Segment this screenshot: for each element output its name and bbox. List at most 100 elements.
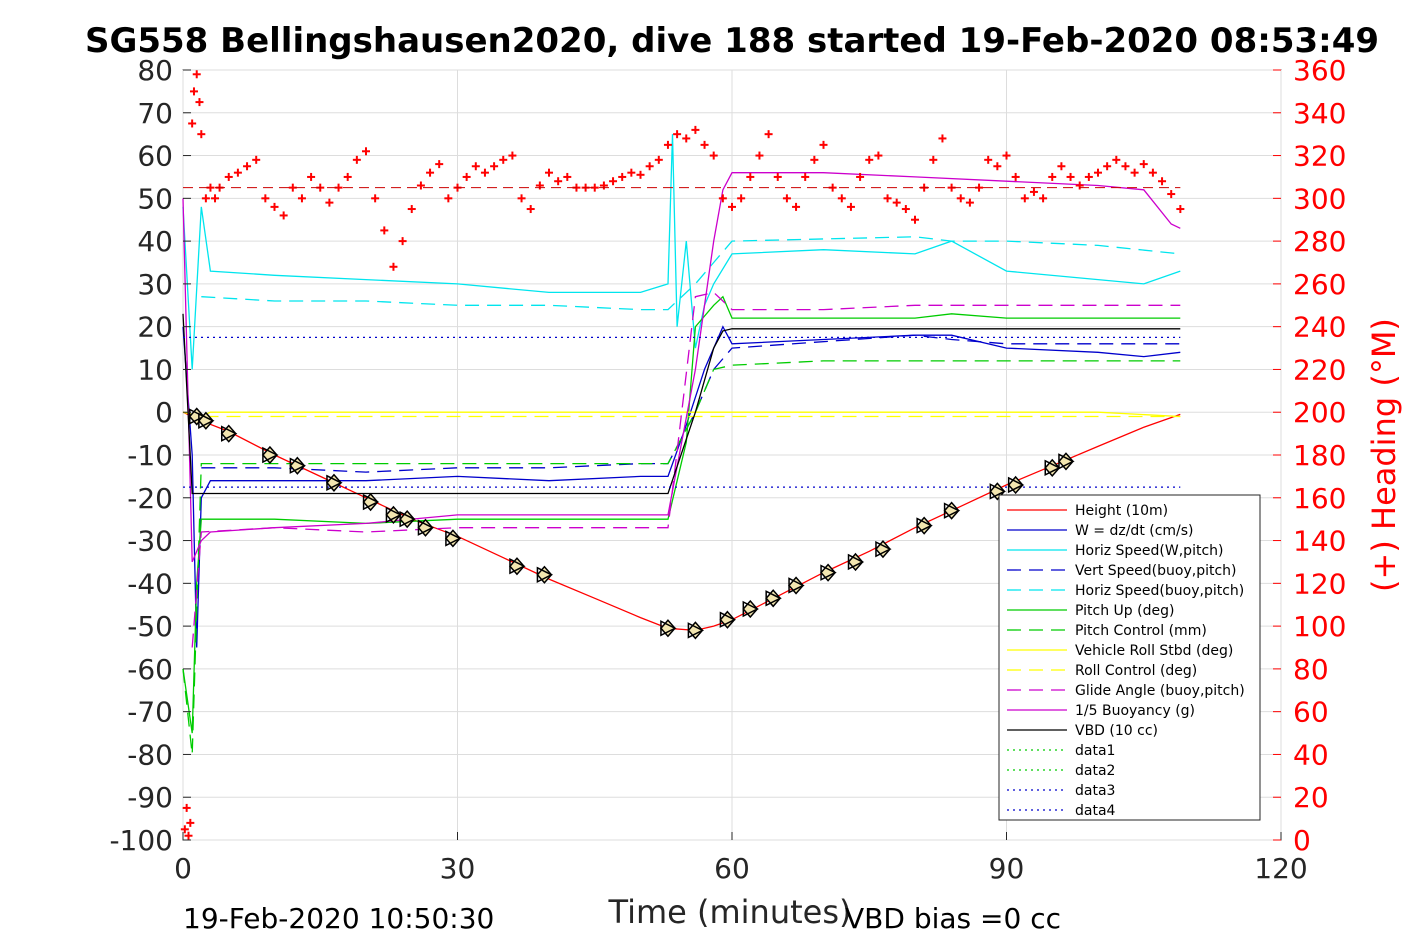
heading-marker	[810, 155, 819, 164]
heading-marker	[554, 177, 563, 186]
y2-tick-label: 40	[1293, 738, 1329, 771]
legend-box	[998, 494, 1261, 821]
heading-marker	[911, 215, 919, 224]
legend: Height (10m) W = dz/dt (cm/s) Horiz Speed(…	[998, 494, 1261, 821]
heading-marker	[618, 172, 627, 181]
y2-tick-label: 280	[1293, 225, 1346, 258]
heading-marker	[426, 168, 435, 177]
heading-marker	[801, 172, 810, 181]
heading-marker	[663, 140, 672, 149]
heading-marker	[1176, 205, 1185, 214]
legend-label: Horiz Speed(buoy,pitch)	[1075, 583, 1244, 599]
y2-tick-label: 0	[1293, 824, 1311, 857]
legend-entry: Roll Control (deg)	[1007, 663, 1197, 679]
legend-entry: W = dz/dt (cm/s)	[1007, 523, 1194, 539]
series-line	[182, 411, 1181, 418]
depth-marker	[508, 557, 526, 576]
depth-marker	[220, 424, 238, 443]
series-line	[191, 291, 1181, 648]
y-tick-label: -100	[109, 824, 173, 857]
legend-label: Vehicle Roll Stbd (deg)	[1075, 643, 1233, 659]
x-tick-label: 30	[440, 852, 476, 885]
heading-marker	[1094, 168, 1102, 177]
heading-marker	[865, 155, 874, 164]
heading-marker	[1084, 172, 1093, 181]
heading-marker	[874, 151, 883, 160]
y2-tick-label: 220	[1293, 353, 1346, 386]
heading-marker	[938, 134, 947, 143]
y-tick-label: -70	[127, 696, 173, 729]
series-line	[182, 134, 1181, 370]
legend-entry: Pitch Control (mm)	[1007, 623, 1207, 639]
legend-label: Glide Angle (buoy,pitch)	[1075, 683, 1245, 699]
heading-marker	[965, 198, 974, 207]
heading-marker	[764, 130, 773, 139]
heading-marker	[1048, 172, 1057, 181]
legend-label: VBD (10 cc)	[1075, 723, 1158, 739]
heading-marker	[755, 151, 764, 160]
heading-marker	[1029, 187, 1038, 196]
y-tick-label: -10	[127, 439, 173, 472]
legend-label: data3	[1075, 783, 1115, 799]
depth-marker	[874, 539, 892, 559]
heading-marker	[182, 803, 191, 812]
heading-marker	[243, 162, 252, 171]
legend-entry: Horiz Speed(W,pitch)	[1007, 543, 1223, 559]
heading-marker	[224, 172, 233, 181]
depth-marker	[687, 621, 705, 640]
legend-entry: Glide Angle (buoy,pitch)	[1007, 683, 1245, 699]
y2-tick-label: 60	[1293, 696, 1329, 729]
y2-tick-label: 360	[1293, 54, 1346, 87]
y2-axis-label: (+) Heading (°M)	[1365, 318, 1403, 592]
y2-tick-label: 80	[1293, 653, 1329, 686]
series-line	[182, 360, 1181, 755]
y-tick-label: 80	[137, 54, 173, 87]
heading-marker	[380, 226, 389, 235]
heading-marker	[197, 130, 206, 139]
heading-marker	[792, 202, 801, 211]
legend-entry: Pitch Up (deg)	[1007, 603, 1174, 619]
y-tick-label: 40	[137, 225, 173, 258]
heading-marker	[343, 172, 352, 181]
y-tick-label: 10	[137, 353, 173, 386]
heading-marker	[929, 155, 938, 164]
heading-marker	[252, 155, 261, 164]
legend-label: Height (10m)	[1075, 503, 1168, 519]
heading-marker	[846, 202, 855, 211]
axis-ticks: 0 30 60 90 12080706050403020100-10-20-30-40-…	[109, 54, 1346, 885]
y-tick-label: 70	[137, 97, 173, 130]
heading-marker	[180, 825, 189, 834]
heading-marker	[279, 211, 288, 220]
heading-marker	[746, 172, 755, 181]
heading-marker	[1066, 172, 1075, 181]
legend-label: data1	[1075, 743, 1115, 759]
heading-marker	[416, 181, 425, 190]
heading-marker	[856, 172, 865, 181]
y-tick-label: -40	[127, 567, 173, 600]
end-timestamp: 19-Feb-2020 10:50:30	[183, 902, 494, 935]
heading-marker	[201, 194, 210, 203]
depth-marker	[289, 456, 307, 475]
heading-marker	[480, 168, 489, 177]
heading-marker	[654, 155, 663, 164]
depth-marker	[325, 473, 343, 492]
heading-marker	[189, 87, 198, 96]
depth-marker	[943, 501, 961, 520]
depth-marker	[765, 589, 782, 608]
heading-marker	[192, 70, 201, 79]
depth-marker	[197, 411, 215, 430]
heading-marker	[819, 140, 828, 149]
heading-marker	[444, 194, 453, 203]
y-tick-label: 0	[155, 396, 173, 429]
heading-marker	[545, 168, 553, 177]
legend-label: Pitch Up (deg)	[1075, 603, 1174, 619]
heading-marker	[1039, 194, 1048, 203]
heading-marker	[563, 172, 572, 181]
legend-entry: data2	[1007, 763, 1115, 779]
y2-tick-label: 260	[1293, 268, 1346, 301]
depth-marker	[742, 599, 759, 619]
legend-entry: Vert Speed(buoy,pitch)	[1007, 563, 1237, 579]
heading-marker	[709, 151, 718, 160]
heading-marker	[371, 194, 380, 203]
series-line	[201, 236, 1181, 311]
